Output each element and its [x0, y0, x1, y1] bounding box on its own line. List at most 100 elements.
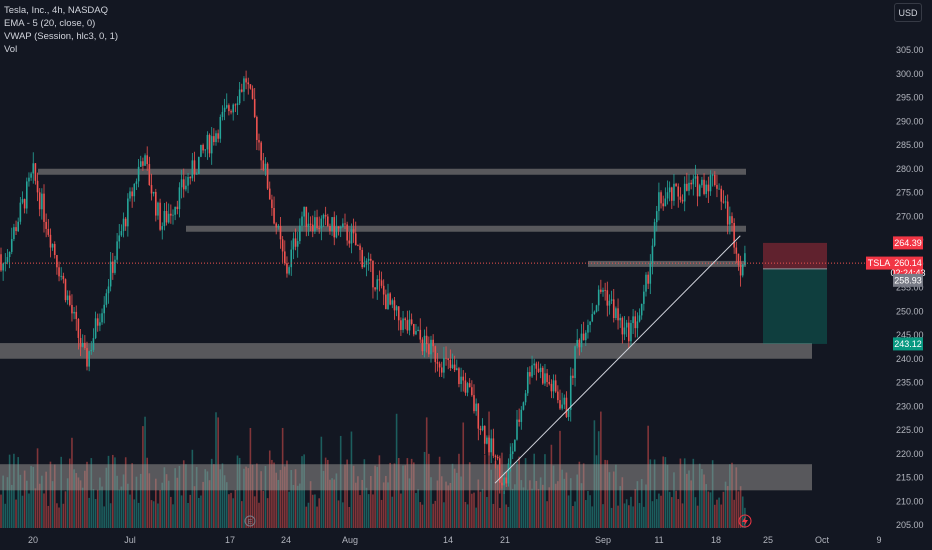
candle-body: [172, 214, 174, 216]
volume-bar: [612, 471, 615, 528]
volume-bar: [587, 490, 589, 528]
legend-vwap[interactable]: VWAP (Session, hlc3, 0, 1): [4, 31, 119, 42]
volume-bar: [443, 502, 445, 528]
volume-bar: [526, 489, 529, 528]
volume-bar: [557, 481, 559, 528]
candle-body: [301, 216, 303, 226]
sr-zone[interactable]: [38, 168, 746, 175]
candle-body: [462, 376, 465, 381]
candle-body: [129, 191, 131, 199]
volume-bar: [617, 505, 619, 528]
earnings-icon[interactable]: E: [244, 515, 256, 527]
volume-bar: [122, 474, 125, 528]
volume-bar: [709, 492, 712, 528]
candle-body: [597, 289, 600, 306]
candle-body: [357, 245, 359, 247]
price-tick: 300.00: [896, 69, 924, 79]
volume-bar: [692, 458, 695, 528]
legend-vol[interactable]: Vol: [4, 44, 18, 55]
volume-bar: [387, 482, 389, 528]
volume-bar: [445, 481, 447, 528]
candle-body: [690, 182, 692, 185]
volume-bar: [301, 456, 303, 528]
sr-zone[interactable]: [186, 225, 746, 232]
candle-body: [636, 321, 639, 329]
volume-bar: [359, 495, 361, 528]
volume-bar: [363, 459, 366, 528]
candle-body: [714, 174, 716, 186]
candle-body: [327, 216, 329, 226]
candle-body: [724, 201, 727, 203]
volume-bar: [324, 457, 327, 528]
risk-zone[interactable]: [763, 242, 827, 269]
volume-bar: [352, 465, 355, 528]
short-position-tool[interactable]: [763, 242, 827, 344]
candle-body: [309, 223, 312, 225]
price-axis[interactable]: 305.00 300.00 295.00 290.00 285.00 280.00 275.…: [896, 45, 924, 530]
volume-bar: [200, 495, 202, 528]
reward-zone[interactable]: [763, 268, 827, 344]
trendline[interactable]: [494, 235, 741, 484]
sr-zone[interactable]: [0, 464, 812, 491]
volume-bar: [638, 503, 641, 528]
sr-zone[interactable]: [588, 260, 746, 267]
volume-bar: [114, 457, 116, 528]
candle-body: [370, 258, 372, 261]
time-axis[interactable]: 20 Jul 17 24 Aug 14 21 Sep 11 18 25 Oct …: [28, 535, 882, 545]
volume-bar: [311, 494, 314, 528]
candle-body: [43, 193, 45, 222]
candle-body: [447, 358, 449, 361]
candle-body: [397, 306, 400, 321]
volume-bar: [591, 506, 594, 528]
volume-bar: [391, 496, 394, 528]
candle-body: [256, 116, 258, 141]
volume-bar: [716, 499, 718, 528]
candle-body: [264, 163, 267, 170]
volume-bar: [376, 466, 379, 528]
volume-bar: [481, 488, 484, 528]
volume-bar: [66, 478, 69, 528]
candle-body: [176, 206, 179, 210]
volume-bar: [60, 456, 62, 528]
sr-zone[interactable]: [0, 343, 812, 359]
volume-bar: [400, 493, 402, 528]
candle-body: [8, 251, 11, 258]
volume-bar: [610, 507, 613, 528]
lightning-event-icon[interactable]: [738, 514, 752, 528]
volume-bar: [309, 481, 312, 528]
candle-body: [241, 89, 243, 92]
volume-bar: [296, 485, 299, 528]
candle-body: [602, 289, 604, 292]
candle-body: [359, 245, 361, 250]
candle-body: [73, 311, 75, 314]
candle-body: [428, 344, 430, 355]
volume-bar: [79, 480, 82, 528]
candle-body: [195, 173, 198, 175]
volume-bar: [204, 469, 207, 528]
candle-body: [709, 175, 712, 192]
candle-body: [189, 177, 191, 179]
candle-body: [26, 181, 28, 209]
support-resistance-zones: [0, 168, 812, 491]
candle-body: [662, 203, 664, 207]
volume-bar: [653, 459, 656, 528]
price-tick: 230.00: [896, 401, 924, 411]
candle-body: [288, 267, 290, 274]
candle-body: [688, 182, 690, 191]
volume-bar: [305, 506, 308, 528]
candle-body: [630, 323, 632, 342]
legend-symbol[interactable]: Tesla, Inc., 4h, NASDAQ: [4, 5, 109, 16]
candle-body: [77, 318, 80, 338]
volume-bar: [367, 494, 370, 528]
currency-button[interactable]: USD: [894, 3, 922, 22]
volume-bar: [176, 477, 179, 528]
volume-bar: [714, 504, 716, 528]
candle-body: [234, 104, 237, 106]
legend-ema[interactable]: EMA - 5 (20, close, 0): [4, 18, 96, 29]
candle-body: [342, 223, 344, 228]
candle-body: [150, 185, 153, 194]
time-label-24: 24: [281, 535, 291, 545]
candle-body: [481, 425, 484, 430]
volume-bar: [726, 486, 729, 528]
